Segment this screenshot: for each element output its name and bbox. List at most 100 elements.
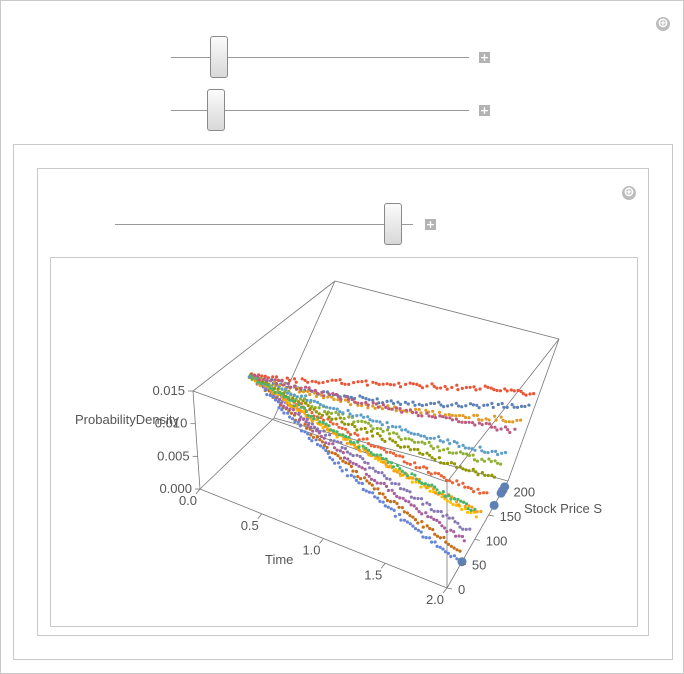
data-point (354, 462, 358, 466)
data-point (325, 427, 330, 431)
data-point (392, 508, 396, 512)
data-point (398, 407, 402, 411)
data-point (327, 442, 331, 446)
data-point (445, 499, 449, 503)
data-point (469, 487, 473, 491)
data-point (398, 402, 403, 406)
data-point (299, 415, 303, 419)
data-point (469, 508, 473, 512)
data-point (297, 408, 301, 412)
data-point (532, 392, 536, 396)
data-point (413, 461, 417, 465)
data-point (352, 381, 356, 385)
data-point (301, 390, 306, 394)
data-point (385, 450, 389, 454)
data-point (449, 461, 453, 465)
data-point (424, 536, 428, 540)
data-point (276, 387, 280, 391)
slider-thumb[interactable] (383, 203, 402, 245)
data-point (347, 435, 351, 439)
data-point (432, 384, 436, 388)
data-point (416, 496, 420, 501)
data-point (335, 430, 339, 434)
data-point (318, 402, 322, 407)
data-point (349, 403, 353, 407)
data-point (448, 416, 452, 420)
data-point (443, 550, 448, 554)
data-point (359, 413, 363, 417)
data-point (478, 491, 482, 495)
data-point (385, 399, 389, 403)
data-point (297, 418, 301, 422)
inner-expand-options-icon[interactable]: ⊕ (622, 185, 636, 200)
data-point (279, 401, 283, 406)
data-point (341, 451, 345, 455)
data-point (388, 437, 392, 441)
data-point (271, 388, 275, 392)
data-point (345, 474, 349, 478)
data-point (383, 495, 387, 499)
data-point (369, 451, 373, 455)
data-point (301, 399, 305, 403)
expand-options-icon[interactable]: ⊕ (656, 16, 670, 31)
data-point (396, 443, 400, 448)
slider-2-expand-icon[interactable]: + (479, 104, 490, 117)
box-edge (446, 338, 560, 483)
slider-thumb[interactable] (207, 89, 226, 131)
data-point (393, 514, 397, 518)
data-point (388, 383, 393, 387)
data-point (280, 408, 284, 412)
data-point (355, 414, 359, 418)
data-point (478, 387, 482, 391)
data-point (461, 414, 465, 418)
data-point (358, 454, 362, 459)
data-point (321, 404, 325, 408)
data-point (323, 424, 327, 429)
data-point (366, 442, 371, 446)
y-tick (460, 563, 466, 566)
data-point (273, 378, 277, 382)
data-point (503, 387, 507, 391)
data-point (329, 411, 334, 415)
data-point (416, 440, 420, 444)
data-point (340, 420, 344, 424)
data-point (473, 507, 477, 511)
data-point (366, 448, 371, 452)
data-point (395, 432, 399, 436)
data-point (397, 482, 401, 486)
parameter-slider-1[interactable] (171, 36, 469, 80)
data-point (469, 511, 473, 515)
data-point (444, 540, 448, 544)
data-point (361, 395, 365, 400)
data-point (455, 479, 459, 483)
slider-1-expand-icon[interactable]: + (479, 51, 490, 64)
slider-thumb[interactable] (210, 36, 229, 78)
data-point (395, 470, 399, 474)
data-point (352, 420, 356, 424)
parameter-slider-2[interactable] (171, 89, 469, 133)
data-point (457, 444, 461, 449)
data-point (273, 390, 277, 395)
parameter-slider-3[interactable] (115, 203, 413, 247)
data-point (265, 379, 269, 383)
data-point (383, 504, 387, 508)
data-point (328, 406, 332, 410)
data-point (319, 416, 323, 420)
slider-3-expand-icon[interactable]: + (425, 218, 436, 231)
data-point (475, 413, 479, 417)
data-point (374, 381, 378, 385)
data-point (462, 500, 466, 504)
data-point (320, 413, 324, 417)
data-point (482, 403, 486, 407)
data-point (311, 429, 315, 433)
data-point (478, 445, 482, 449)
data-point (438, 439, 442, 443)
data-point (405, 474, 409, 478)
data-point (355, 428, 359, 432)
data-point (322, 394, 326, 398)
data-point (339, 441, 343, 445)
data-point (353, 400, 357, 404)
data-point (454, 503, 458, 507)
data-point (289, 411, 294, 415)
